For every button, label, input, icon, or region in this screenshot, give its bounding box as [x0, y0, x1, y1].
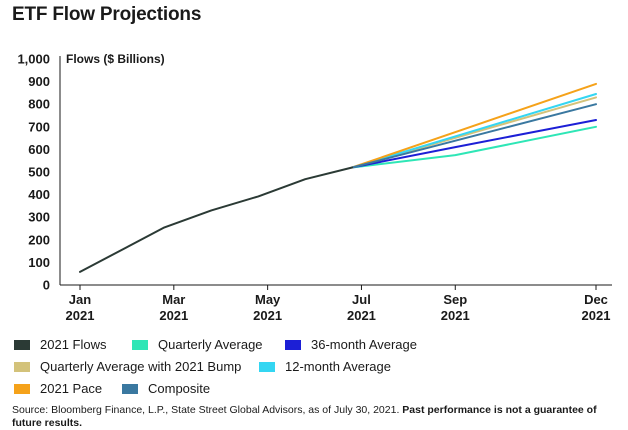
x-tick-year: 2021 [159, 308, 188, 323]
x-tick-year: 2021 [253, 308, 282, 323]
series-line-12-month-average [351, 93, 597, 169]
source-note: Source: Bloomberg Finance, L.P., State S… [12, 404, 616, 430]
legend-label: Quarterly Average with 2021 Bump [40, 359, 242, 374]
source-text: Source: Bloomberg Finance, L.P., State S… [12, 404, 400, 416]
legend-swatch [14, 361, 30, 372]
legend-item: Quarterly Average [132, 337, 263, 352]
y-axis-label: Flows ($ Billions) [66, 52, 165, 66]
x-axis: Jan2021Mar2021May2021Jul2021Sep2021Dec20… [60, 284, 612, 323]
x-tick-year: 2021 [347, 308, 376, 323]
legend-label: Quarterly Average [158, 337, 263, 352]
y-axis: 0 100 200 300 400 500 600 700 800 900 1,000 Flows (… [17, 52, 164, 293]
series-line-composite [351, 103, 597, 169]
y-tick-label: 900 [28, 74, 50, 89]
legend-swatch [14, 383, 30, 394]
x-tick-year: 2021 [582, 308, 611, 323]
y-tick-label: 500 [28, 165, 50, 180]
series-line-2021-pace [351, 82, 597, 169]
y-tick-label: 1,000 [17, 52, 50, 67]
x-tick-month: Jul [352, 292, 371, 307]
x-tick-month: Mar [162, 292, 185, 307]
x-tick-month: Sep [443, 292, 467, 307]
legend-swatch [259, 361, 275, 372]
legend-label: 2021 Pace [40, 381, 103, 396]
y-tick-label: 800 [28, 97, 50, 112]
series-lines [79, 82, 597, 273]
x-tick-month: May [255, 292, 281, 307]
legend-item: Quarterly Average with 2021 Bump [14, 359, 241, 374]
legend-label: 36-month Average [311, 337, 417, 352]
legend-item: 2021 Pace [14, 381, 102, 396]
legend-label: 12-month Average [285, 359, 391, 374]
chart-title: ETF Flow Projections [12, 4, 202, 25]
legend-swatch [14, 339, 30, 350]
y-tick-label: 700 [28, 119, 50, 134]
legend-item: Composite [122, 381, 210, 396]
legend-item: 2021 Flows [14, 337, 106, 352]
legend-item: 12-month Average [259, 359, 391, 374]
legend-swatch [132, 339, 148, 350]
legend-item: 36-month Average [285, 337, 417, 352]
y-tick-label: 600 [28, 142, 50, 157]
y-tick-label: 400 [28, 187, 50, 202]
disclaimer-text: Past performance is not a guarantee of f… [12, 404, 597, 429]
y-tick-label: 300 [28, 210, 50, 225]
legend-swatch [122, 383, 138, 394]
y-tick-label: 100 [28, 255, 50, 270]
series-line-quarterly-average [351, 125, 597, 169]
x-tick-year: 2021 [441, 308, 470, 323]
y-tick-label: 200 [28, 232, 50, 247]
line-chart: 0 100 200 300 400 500 600 700 800 900 1,000 Flows (… [17, 52, 612, 323]
legend-swatch [285, 339, 301, 350]
x-tick-year: 2021 [66, 308, 95, 323]
y-tick-label: 0 [43, 278, 50, 293]
series-line-36-month-average [351, 119, 597, 169]
legend-label: 2021 Flows [40, 337, 107, 352]
legend-label: Composite [148, 381, 211, 396]
series-line-2021-flows [79, 166, 354, 273]
x-tick-month: Dec [584, 292, 608, 307]
x-tick-month: Jan [69, 292, 91, 307]
